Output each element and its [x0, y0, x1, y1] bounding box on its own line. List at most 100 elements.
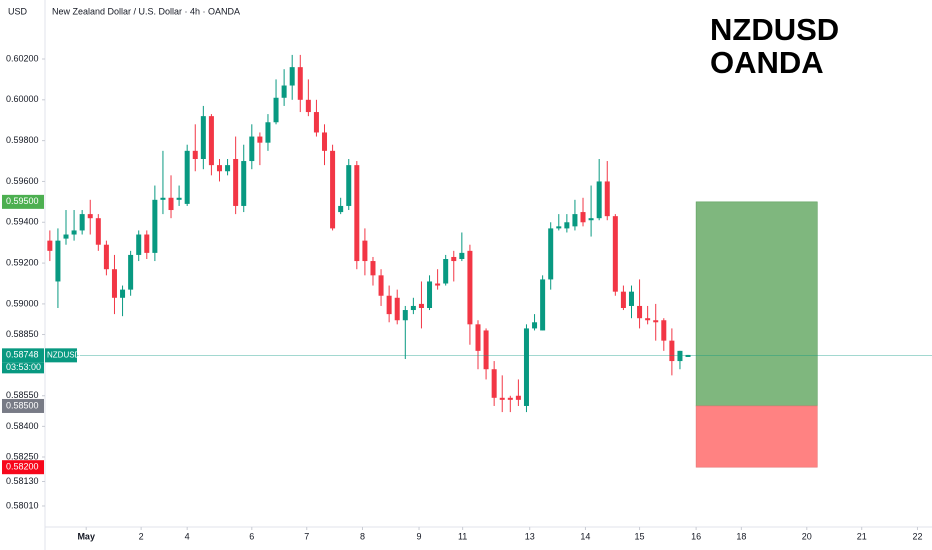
symbol-tag-bg: [45, 348, 77, 363]
candle-body: [95, 218, 101, 245]
y-tick-label: 0.58250: [6, 451, 39, 461]
y-tick-label: 0.59400: [6, 217, 39, 227]
y-tick-label: 0.58850: [6, 329, 39, 339]
price-label: 0.58748: [6, 350, 39, 360]
x-tick-label: 2: [139, 531, 144, 541]
candle-body: [265, 122, 271, 143]
currency: USD: [8, 6, 28, 16]
chart-title: New Zealand Dollar / U.S. Dollar · 4h · …: [52, 6, 240, 16]
candle-body: [225, 165, 231, 172]
candle-body: [386, 295, 392, 315]
candle-body: [281, 85, 287, 98]
y-tick-label: 0.60000: [6, 94, 39, 104]
candle-body: [370, 261, 376, 276]
y-tick-label: 0.59200: [6, 257, 39, 267]
candle-body: [192, 150, 198, 159]
candle-body: [330, 150, 336, 229]
y-tick-label: 0.58400: [6, 421, 39, 431]
x-tick-label: 9: [417, 531, 422, 541]
x-tick-label: 6: [249, 531, 254, 541]
candle-body: [523, 328, 529, 406]
candle-body: [111, 269, 117, 298]
candle-body: [435, 283, 441, 286]
x-tick-label: 22: [912, 531, 922, 541]
candle-body: [297, 67, 303, 100]
candle-body: [507, 397, 513, 400]
candle-body: [120, 289, 126, 298]
countdown-bg: [2, 362, 44, 374]
candle-body: [637, 305, 643, 319]
watermark: OANDA: [710, 45, 824, 80]
candle-body: [572, 214, 578, 227]
x-tick-label: 7: [304, 531, 309, 541]
candle-body: [427, 281, 433, 308]
price-label: 0.58200: [6, 462, 39, 472]
candle-body: [346, 165, 352, 206]
x-tick-label: 14: [580, 531, 590, 541]
price-label-bg: [2, 398, 44, 413]
candle-body: [532, 322, 538, 329]
candle-body: [540, 279, 546, 331]
y-tick-label: 0.59000: [6, 298, 39, 308]
x-tick-label: 8: [360, 531, 365, 541]
candle-body: [604, 181, 610, 217]
candle-body: [459, 252, 465, 260]
candle-body: [257, 136, 263, 143]
candle-body: [475, 324, 481, 351]
candle-body: [451, 256, 457, 262]
stop-zone: [695, 405, 818, 468]
candle-body: [548, 228, 554, 280]
candle-body: [491, 369, 497, 398]
candle-body: [338, 205, 344, 213]
candle-body: [184, 150, 190, 204]
candle-body: [152, 199, 158, 253]
x-tick-label: May: [77, 531, 95, 541]
candle-body: [443, 259, 449, 284]
x-tick-label: 13: [525, 531, 535, 541]
candle-body: [87, 214, 93, 219]
candle-body: [499, 397, 505, 400]
candle-body: [483, 330, 489, 370]
candle-body: [273, 97, 279, 123]
candle-body: [362, 240, 368, 262]
price-label-bg: [2, 348, 44, 363]
candle-body: [354, 165, 360, 262]
candle-body: [612, 216, 618, 292]
candle-body: [208, 116, 214, 166]
candle-body: [305, 99, 311, 113]
candle-body: [378, 275, 384, 296]
candle-body: [71, 230, 77, 235]
candle-body: [233, 158, 239, 206]
candle-body: [136, 234, 142, 255]
candle-body: [653, 320, 659, 323]
x-tick-label: 16: [691, 531, 701, 541]
x-tick-label: 18: [736, 531, 746, 541]
y-tick-label: 0.58010: [6, 500, 39, 510]
y-tick-label: 0.58550: [6, 390, 39, 400]
price-label: 0.59500: [6, 196, 39, 206]
candle-body: [168, 197, 174, 211]
candle-body: [556, 226, 562, 229]
candle-body: [160, 197, 166, 200]
y-tick-label: 0.58130: [6, 476, 39, 486]
candle-body: [580, 212, 586, 223]
price-label-bg: [2, 460, 44, 475]
candle-body: [55, 240, 61, 282]
candle-body: [322, 132, 328, 151]
candle-body: [394, 297, 400, 321]
price-label-bg: [2, 194, 44, 209]
watermark: NZDUSD: [710, 12, 839, 47]
y-tick-label: 0.60200: [6, 53, 39, 63]
candle-body: [63, 234, 69, 239]
candle-body: [669, 340, 675, 362]
candle-body: [249, 136, 255, 162]
x-tick-label: 4: [185, 531, 190, 541]
candle-body: [418, 303, 424, 308]
price-label: 0.58500: [6, 400, 39, 410]
candle-body: [628, 291, 634, 306]
plot-area: [45, 54, 932, 468]
candle-body: [620, 291, 626, 308]
candle-body: [241, 161, 247, 206]
target-zone: [695, 201, 818, 407]
